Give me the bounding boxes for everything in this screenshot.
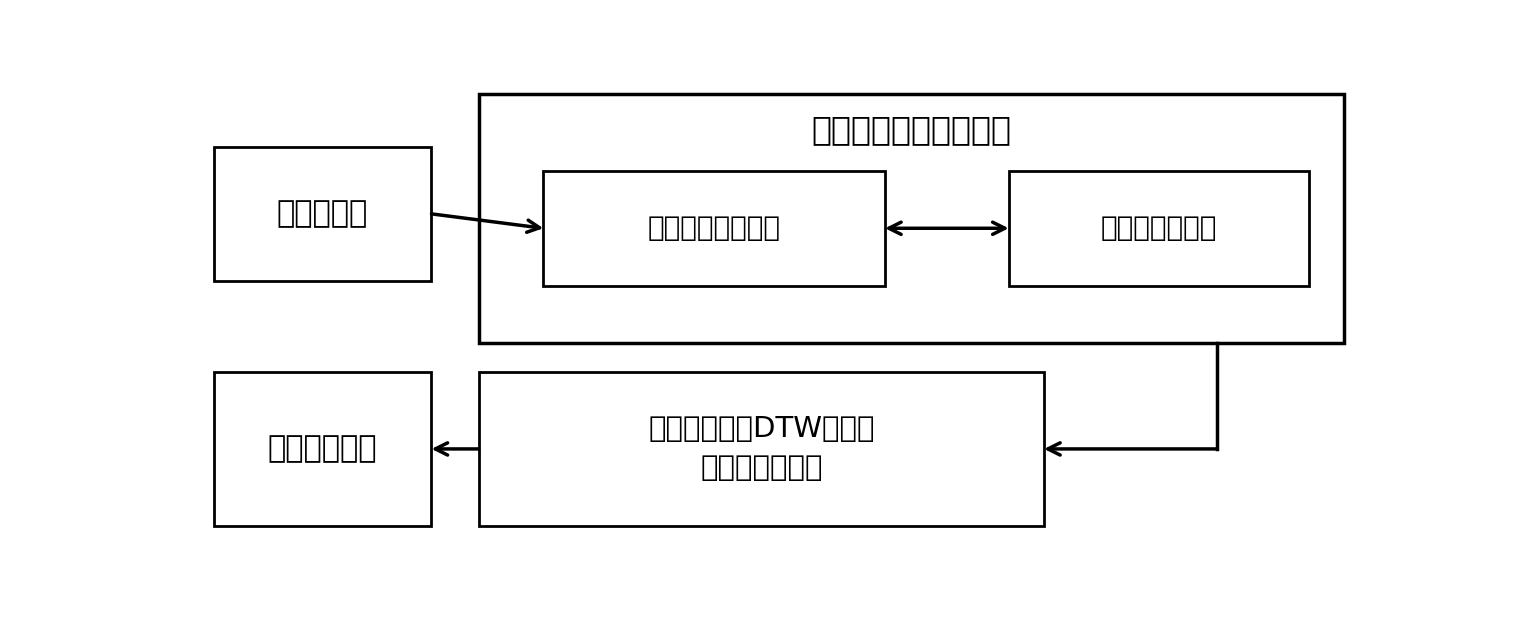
Bar <box>213 372 432 526</box>
Text: 灾害预警判断: 灾害预警判断 <box>268 434 377 464</box>
Text: 基于斜率模式DTW距离的
相似性距离度量: 基于斜率模式DTW距离的 相似性距离度量 <box>648 416 874 482</box>
Bar <box>544 171 885 286</box>
Bar <box>1009 171 1309 286</box>
Bar <box>213 147 432 281</box>
Text: 数据预处理: 数据预处理 <box>277 199 368 229</box>
Bar <box>479 94 1345 343</box>
Text: 时间序列分段表示: 时间序列分段表示 <box>648 214 781 242</box>
Bar <box>479 372 1044 526</box>
Text: 时间序列分段线性表示: 时间序列分段线性表示 <box>812 113 1011 146</box>
Text: 自适应分段参数: 自适应分段参数 <box>1100 214 1218 242</box>
